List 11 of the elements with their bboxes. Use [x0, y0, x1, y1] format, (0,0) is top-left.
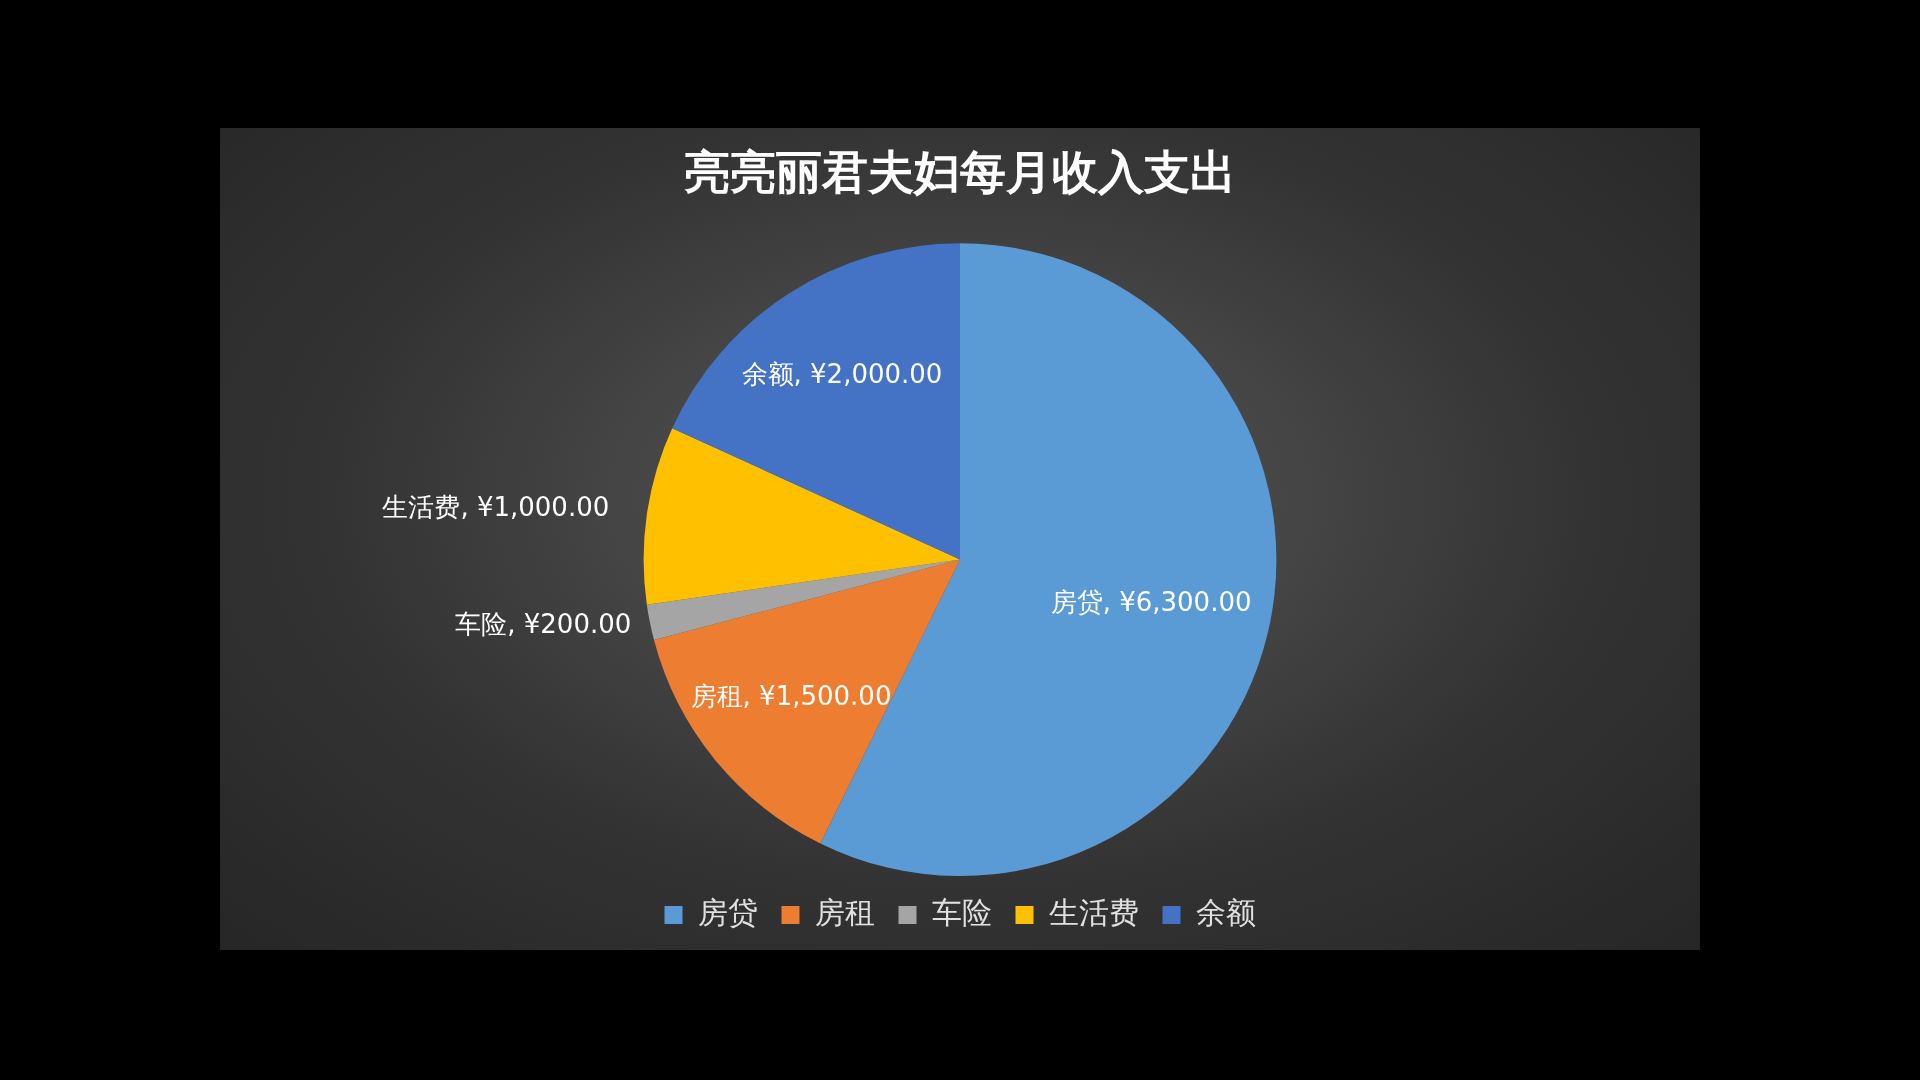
data-label: 房租, ¥1,500.00 — [690, 680, 892, 711]
legend-label: 车险 — [931, 894, 992, 930]
data-label: 余额, ¥2,000.00 — [741, 358, 943, 389]
data-label: 生活费, ¥1,000.00 — [382, 491, 610, 522]
legend-label: 余额 — [1195, 894, 1256, 930]
legend-label: 房租 — [814, 894, 875, 930]
data-label: 车险, ¥200.00 — [455, 608, 632, 639]
legend-label: 房贷 — [697, 894, 758, 930]
legend-label: 生活费 — [1048, 894, 1139, 930]
data-label: 房贷, ¥6,300.00 — [1050, 586, 1252, 617]
chart-title: 亮亮丽君夫妇每月收入支出 — [684, 144, 1236, 199]
